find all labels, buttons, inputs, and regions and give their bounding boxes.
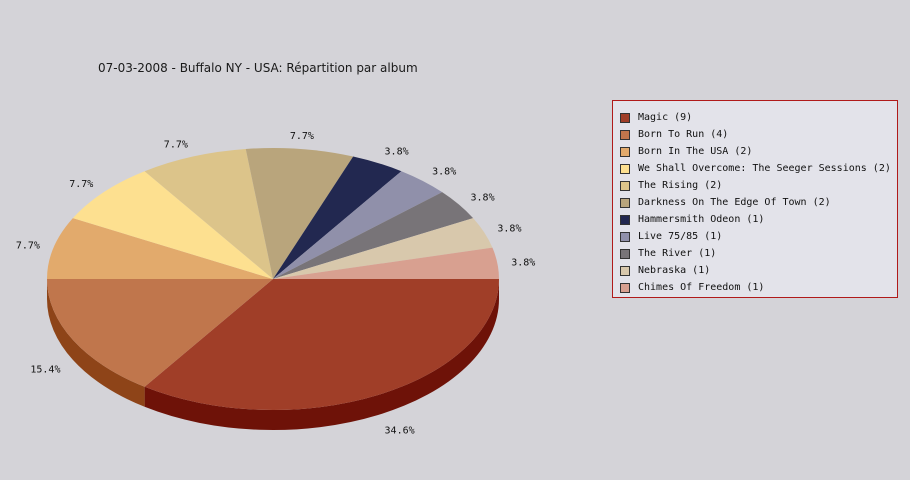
legend-item: Born To Run (4)	[613, 126, 897, 143]
pie-slice-label-0: 34.6%	[385, 425, 415, 436]
pie-slice-label-2: 7.7%	[16, 240, 40, 251]
legend-swatch	[620, 214, 630, 225]
pie-slice-label-10: 3.8%	[511, 258, 535, 269]
legend-swatch	[620, 282, 630, 293]
legend-swatch	[620, 231, 630, 242]
legend-swatch	[620, 248, 630, 259]
legend-label: We Shall Overcome: The Seeger Sessions (…	[638, 163, 891, 174]
pie-slice-3	[72, 171, 274, 279]
pie-slice-5	[245, 148, 354, 279]
pie-slice-0	[144, 279, 499, 410]
pie-slice-label-1: 15.4%	[30, 364, 60, 375]
legend-swatch	[620, 163, 630, 174]
legend-label: The Rising (2)	[638, 180, 723, 191]
legend-swatch	[620, 129, 630, 140]
pie-slice-label-7: 3.8%	[432, 166, 456, 177]
legend-swatch	[620, 265, 630, 276]
pie-slice-9	[273, 218, 493, 279]
legend-label: Nebraska (1)	[638, 265, 711, 276]
pie-slice-label-8: 3.8%	[471, 193, 495, 204]
legend-item: Darkness On The Edge Of Town (2)	[613, 194, 897, 211]
pie-slice-label-4: 7.7%	[164, 139, 188, 150]
legend-item: Born In The USA (2)	[613, 143, 897, 160]
pie-slice-side-0	[144, 279, 499, 430]
pie-slice-label-9: 3.8%	[497, 224, 521, 235]
legend-label: Hammersmith Odeon (1)	[638, 214, 765, 225]
legend-item: Nebraska (1)	[613, 262, 897, 279]
legend-label: Darkness On The Edge Of Town (2)	[638, 197, 831, 208]
pie-slice-side-1	[47, 279, 145, 407]
pie-slice-label-5: 7.7%	[290, 131, 314, 142]
legend-label: Chimes Of Freedom (1)	[638, 282, 765, 293]
pie-slice-8	[273, 192, 474, 279]
pie-slice-1	[47, 279, 273, 387]
legend: Magic (9) Born To Run (4) Born In The USA …	[612, 100, 898, 298]
legend-label: Born In The USA (2)	[638, 146, 753, 157]
pie-slice-label-3: 7.7%	[69, 179, 93, 190]
legend-label: Magic (9)	[638, 112, 693, 123]
legend-item: Magic (9)	[613, 109, 897, 126]
pie-slice-6	[273, 156, 402, 279]
legend-label: Live 75/85 (1)	[638, 231, 723, 242]
pie-slice-label-6: 3.8%	[385, 147, 409, 158]
legend-label: The River (1)	[638, 248, 717, 259]
pie-slice-7	[273, 171, 443, 279]
legend-label: Born To Run (4)	[638, 129, 729, 140]
legend-item: The River (1)	[613, 245, 897, 262]
legend-swatch	[620, 146, 630, 157]
legend-item: The Rising (2)	[613, 177, 897, 194]
legend-item: Chimes Of Freedom (1)	[613, 279, 897, 296]
legend-item: Live 75/85 (1)	[613, 228, 897, 245]
legend-item: Hammersmith Odeon (1)	[613, 211, 897, 228]
chart-title: 07-03-2008 - Buffalo NY - USA: Répartiti…	[98, 61, 418, 75]
legend-swatch	[620, 112, 630, 123]
pie-slice-10	[273, 247, 499, 279]
legend-swatch	[620, 197, 630, 208]
pie-slice-2	[47, 218, 273, 279]
pie-slice-4	[144, 148, 273, 279]
legend-item: We Shall Overcome: The Seeger Sessions (…	[613, 160, 897, 177]
legend-swatch	[620, 180, 630, 191]
